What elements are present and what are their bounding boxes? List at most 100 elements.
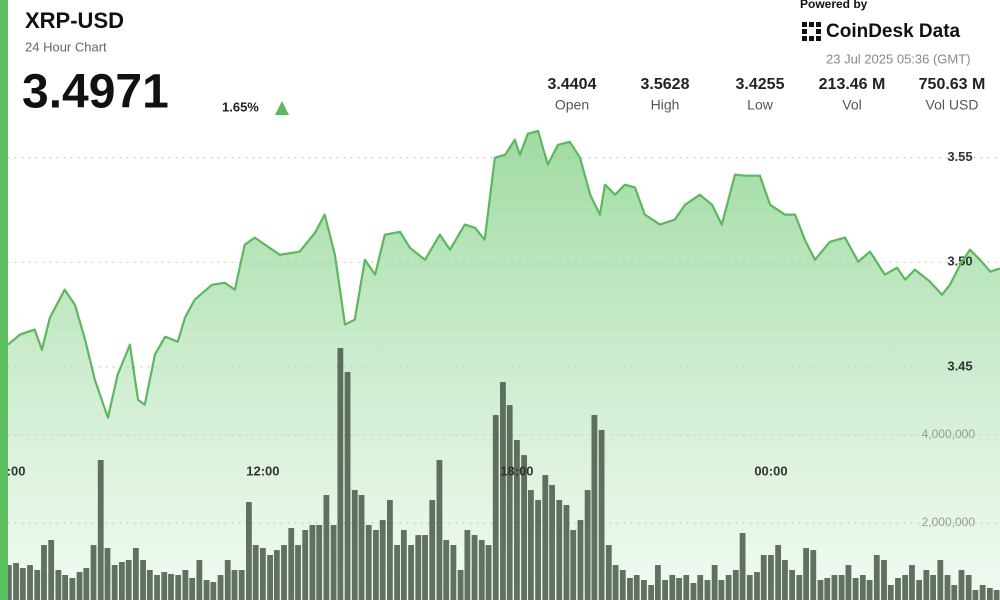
volume-bar (111, 565, 118, 600)
volume-bar (41, 545, 47, 600)
volume-bar (584, 490, 591, 600)
volume-bar (267, 555, 273, 600)
volume-bar (838, 575, 845, 600)
x-tick-label: 18:00 (500, 463, 533, 478)
volume-bar (210, 582, 217, 600)
volume-bar (746, 575, 753, 600)
volume-bar (633, 575, 640, 600)
volume-bar (104, 548, 111, 600)
volume-bar (400, 530, 407, 600)
volume-bar (923, 570, 930, 600)
volume-bar (754, 572, 760, 600)
volume-bar (189, 578, 196, 600)
volume-bar (902, 575, 909, 600)
volume-bar (337, 348, 344, 600)
volume-bar (478, 540, 485, 600)
volume-bar (309, 525, 316, 600)
stat-label: Vol USD (926, 97, 979, 113)
volume-bar (845, 565, 852, 600)
plot-front: 3.453.503.5506:0012:0018:0000:002,000,00… (0, 129, 1000, 529)
volume-bar (641, 579, 647, 600)
volume-bar (951, 585, 958, 600)
title: XRP-USD (25, 8, 124, 33)
volume-bar (732, 570, 739, 600)
volume-bar (259, 548, 266, 600)
volume-bar (55, 570, 62, 600)
volume-bar (662, 579, 668, 600)
volume-bar (422, 535, 428, 600)
volume-bar (175, 575, 182, 600)
volume-bar (5, 565, 12, 600)
change: 1.65% (222, 99, 259, 114)
volume-bar (782, 560, 788, 600)
volume-bar (810, 550, 817, 600)
volume-bar (627, 578, 633, 600)
volume-bar (895, 578, 901, 600)
volume-bar (542, 475, 549, 600)
volume-bar (676, 578, 682, 600)
volume-bar (97, 460, 104, 600)
volume-bar (168, 574, 174, 600)
stat-value: 213.46 M (819, 76, 886, 93)
volume-bar (817, 579, 824, 600)
volume-bar (556, 500, 563, 600)
stat-value: 3.4255 (736, 76, 785, 93)
volume-bar (648, 585, 655, 600)
volume-bar (443, 540, 450, 600)
volume-bar (394, 545, 400, 600)
volume-bar (577, 520, 584, 600)
volume-bar (351, 490, 358, 600)
volume-bar (881, 560, 887, 600)
volume-bar (866, 579, 873, 600)
y-tick-label: 3.45 (947, 358, 972, 373)
volume-bar (739, 533, 746, 600)
volume-bar (217, 575, 224, 600)
volume-bar (295, 545, 301, 600)
volume-bar (154, 575, 160, 600)
stat-label: High (651, 97, 680, 113)
brand-icon (802, 22, 821, 41)
volume-bar (605, 545, 612, 600)
volume-bar (683, 575, 690, 600)
stat-values: 3.4404 3.5628 3.4255 213.46 M 750.63 M (548, 76, 986, 93)
volume-bar (909, 565, 915, 600)
timestamp: 23 Jul 2025 05:36 (GMT) (826, 51, 971, 66)
volume-bar (246, 502, 252, 600)
volume-bar (76, 572, 83, 600)
volume-bar (34, 570, 41, 600)
volume-bar (972, 590, 979, 600)
volume-bar (803, 548, 809, 600)
volume-bar (62, 575, 69, 600)
x-tick-label: 00:00 (754, 463, 787, 478)
price: 3.4971 (22, 66, 169, 119)
volume-bar (598, 430, 605, 600)
powered-by: Powered by (800, 0, 868, 11)
volume-bar (140, 560, 146, 600)
volume-bar (768, 555, 774, 600)
brand: CoinDesk Data (826, 21, 961, 42)
x-tick-label: 12:00 (246, 463, 279, 478)
volume-bar (944, 575, 951, 600)
volume-bar (916, 579, 923, 600)
volume-bar (330, 525, 337, 600)
volume-bar (344, 372, 351, 600)
volume-bar (506, 405, 513, 600)
volume-bar (281, 545, 287, 600)
volume-bar (965, 575, 972, 600)
volume-bar (27, 565, 33, 600)
volume-bar (118, 561, 125, 600)
volume-bar (500, 382, 506, 600)
y2-tick-label: 4,000,000 (922, 427, 976, 441)
volume-bar (69, 578, 76, 600)
volume-bar (619, 570, 626, 600)
volume-bar (429, 500, 436, 600)
volume-bar (669, 575, 676, 600)
volume-bar (993, 590, 1000, 600)
volume-bar (824, 578, 831, 600)
y-tick-label: 3.50 (947, 254, 972, 269)
volume-bar (182, 570, 189, 600)
volume-bar (252, 545, 259, 600)
volume-bar (655, 565, 661, 600)
